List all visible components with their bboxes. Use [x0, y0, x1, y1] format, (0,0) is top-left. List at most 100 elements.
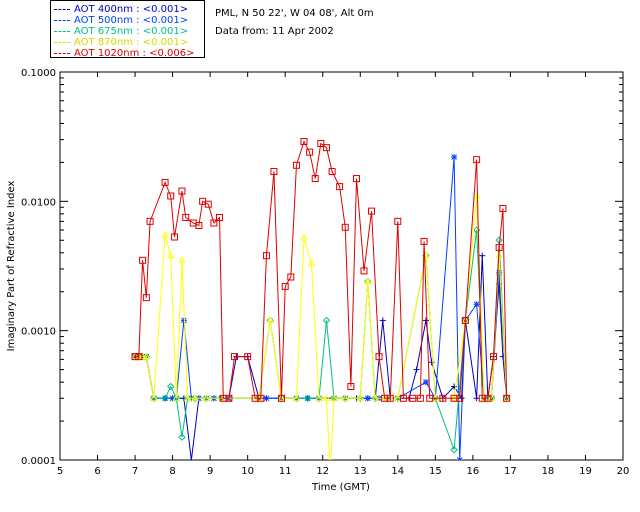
- data-point: [503, 394, 511, 402]
- data-point: [292, 161, 300, 169]
- data-point: [416, 394, 424, 402]
- legend-item-870nm: AOT 870nm : <0.001>: [54, 37, 188, 48]
- data-point: [277, 394, 286, 401]
- data-point: [311, 175, 319, 183]
- legend-item-500nm: AOT 500nm : <0.001>: [54, 15, 188, 26]
- date-info: Data from: 11 Apr 2002: [215, 26, 334, 37]
- data-point: [244, 353, 252, 361]
- data-point: [484, 394, 492, 402]
- data-point: [161, 178, 169, 186]
- data-point: [183, 394, 192, 401]
- data-point: [322, 394, 331, 401]
- data-point: [502, 394, 511, 401]
- data-point: [300, 138, 308, 146]
- data-point: [172, 394, 181, 401]
- data-point: [139, 256, 147, 264]
- x-tick-label: 8: [169, 466, 175, 477]
- data-point: [422, 317, 429, 324]
- x-tick-label: 20: [617, 466, 630, 477]
- data-point: [490, 353, 498, 361]
- x-tick-label: 16: [466, 466, 479, 477]
- data-point: [202, 394, 211, 401]
- data-point: [341, 223, 349, 231]
- legend-label-500nm: AOT 500nm : <0.001>: [74, 15, 189, 26]
- data-point: [266, 316, 275, 323]
- series-2: [131, 226, 511, 454]
- data-point: [161, 394, 169, 402]
- data-point: [292, 394, 301, 401]
- data-point: [204, 200, 212, 208]
- x-tick-label: 11: [279, 466, 292, 477]
- data-point: [262, 252, 270, 260]
- x-axis: 5 6 7 8 9 10 11 12 13 14 15 16 17 18 19 20: [57, 72, 630, 477]
- series-line: [135, 140, 508, 399]
- data-point: [277, 394, 285, 402]
- y-axis: 0.0001 0.0010 0.0100 0.1000: [21, 68, 623, 467]
- data-point: [307, 259, 316, 267]
- data-point: [451, 154, 458, 161]
- x-tick-label: 7: [132, 466, 138, 477]
- series-line: [135, 229, 508, 450]
- x-tick-label: 18: [542, 466, 555, 477]
- data-point: [473, 156, 481, 164]
- data-point: [495, 251, 504, 259]
- series-line: [135, 157, 508, 460]
- data-point: [360, 267, 368, 275]
- data-point: [363, 277, 372, 284]
- data-point: [439, 394, 447, 402]
- y-tick-label: 0.0100: [21, 197, 56, 208]
- data-point: [356, 394, 364, 402]
- legend-label-675nm: AOT 675nm : <0.001>: [74, 26, 189, 37]
- data-point: [315, 394, 323, 402]
- data-point: [178, 187, 186, 195]
- station-info: PML, N 50 22', W 04 08', Alt 0m: [215, 8, 374, 19]
- data-point: [371, 394, 379, 402]
- x-tick-label: 10: [241, 466, 254, 477]
- y-tick-label: 0.1000: [21, 68, 56, 79]
- data-point: [142, 352, 151, 360]
- data-point: [270, 168, 278, 176]
- data-point: [216, 213, 224, 221]
- data-point: [322, 316, 331, 325]
- series-layer: [131, 138, 511, 460]
- data-point: [479, 252, 486, 259]
- data-point: [183, 394, 192, 402]
- x-tick-label: 14: [391, 466, 404, 477]
- data-point: [315, 394, 323, 401]
- data-point: [231, 353, 239, 361]
- data-point: [399, 394, 407, 402]
- legend-swatch-675nm: [54, 30, 70, 32]
- data-point: [347, 383, 355, 391]
- series-line: [135, 195, 508, 460]
- data-point: [188, 457, 195, 460]
- data-point: [472, 192, 481, 199]
- x-tick-label: 12: [316, 466, 329, 477]
- x-tick-label: 15: [429, 466, 442, 477]
- data-point: [495, 243, 503, 251]
- data-point: [394, 394, 402, 402]
- data-point: [487, 394, 496, 402]
- data-point: [461, 316, 469, 324]
- data-point: [473, 301, 480, 308]
- data-point: [368, 207, 376, 215]
- legend-item-1020nm: AOT 1020nm : <0.006>: [54, 48, 194, 59]
- legend-item-675nm: AOT 675nm : <0.001>: [54, 26, 188, 37]
- series-4: [131, 138, 511, 402]
- data-point: [138, 352, 147, 360]
- data-point: [328, 168, 336, 176]
- y-axis-label: Imaginary Part of Refractive Index: [6, 181, 17, 352]
- data-point: [306, 148, 314, 156]
- data-point: [353, 175, 361, 183]
- legend-swatch-1020nm: [54, 52, 70, 54]
- series-1: [132, 154, 510, 460]
- x-tick-label: 5: [57, 466, 63, 477]
- data-point: [456, 457, 463, 460]
- data-point: [172, 394, 181, 402]
- legend-label-1020nm: AOT 1020nm : <0.006>: [74, 48, 195, 59]
- x-axis-label: Time (GMT): [311, 482, 370, 493]
- data-point: [191, 394, 199, 402]
- data-point: [394, 217, 402, 225]
- x-tick-label: 19: [579, 466, 592, 477]
- data-point: [166, 251, 175, 259]
